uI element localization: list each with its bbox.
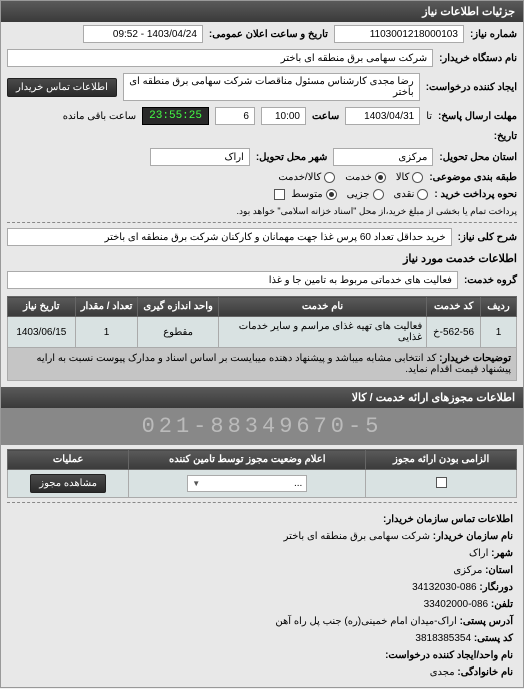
datetime-label: تاریخ و ساعت اعلان عمومی:: [209, 29, 328, 40]
time-m-field: 6: [215, 107, 255, 125]
th-qty: تعداد / مقدار: [75, 297, 138, 317]
buyer-info-block: اطلاعات تماس سازمان خریدار: نام سازمان خ…: [1, 505, 523, 687]
category-label: طبقه بندی موضوعی:: [429, 172, 517, 183]
service-group-field: فعالیت های خدماتی مربوط به تامین جا و غذ…: [7, 271, 458, 289]
permit-row: ... ▼ مشاهده مجوز: [8, 470, 517, 498]
note-row: توضیحات خریدار: کد انتخابی مشابه میباشد …: [8, 348, 517, 381]
td-date: 1403/06/15: [8, 317, 76, 348]
view-permit-button[interactable]: مشاهده مجوز: [30, 474, 106, 493]
payment-label: نحوه پرداخت خرید :: [434, 189, 517, 200]
radio-kalakhadamat[interactable]: [324, 172, 335, 183]
mandatory-checkbox[interactable]: [436, 477, 447, 488]
radio-naghdi-label: نقدی: [394, 189, 415, 200]
org-label: نام سازمان خریدار:: [433, 531, 513, 542]
service-group-title: اطلاعات خدمت مورد نیاز: [403, 252, 517, 265]
postal-label: آدرس پستی:: [460, 616, 513, 627]
radio-jozei-label: جزیی: [347, 189, 370, 200]
history-label: تاریخ:: [494, 131, 517, 142]
radio-motavaset[interactable]: [326, 189, 337, 200]
chevron-down-icon: ▼: [192, 479, 200, 488]
treasury-checkbox[interactable]: [274, 189, 285, 200]
radio-naghdi[interactable]: [417, 189, 428, 200]
item-title-label: شرح کلی نیاز:: [458, 232, 517, 243]
creator-field: رضا مجدی کارشناس مسئول مناقصات شرکت سهام…: [123, 73, 420, 101]
remaining-text: ساعت باقی مانده: [63, 111, 136, 122]
permits-table: الزامی بودن ارائه مجوز اعلام وضعیت مجوز …: [7, 449, 517, 498]
status-select[interactable]: ... ▼: [187, 475, 307, 492]
number-field: 1103001218000103: [334, 25, 464, 43]
th-code: کد خدمت: [427, 297, 481, 317]
th-ops: عملیات: [8, 450, 129, 470]
province-label: استان محل تحویل:: [439, 152, 517, 163]
city-field: اراک: [150, 148, 250, 166]
fax-label: دورنگار:: [479, 582, 513, 593]
item-title-field: خرید حداقل تعداد 60 پرس غذا جهت مهمانان …: [7, 228, 452, 246]
th-name: نام خدمت: [218, 297, 426, 317]
number-label: شماره نیاز:: [470, 29, 517, 40]
status-select-value: ...: [294, 478, 302, 489]
radio-motavaset-label: متوسط: [291, 189, 322, 200]
province-field: مرکزی: [333, 148, 433, 166]
radio-khadamat-label: خدمت: [345, 172, 372, 183]
city-label: شهر محل تحویل:: [256, 152, 328, 163]
org-value: شرکت سهامی برق منطقه ای باختر: [284, 531, 430, 542]
buyer-field: شرکت سهامی برق منطقه ای باختر: [7, 49, 433, 67]
contact-buyer-button[interactable]: اطلاعات تماس خریدار: [7, 78, 117, 97]
note-label: توضیحات خریدار:: [439, 353, 511, 364]
radio-kala[interactable]: [412, 172, 423, 183]
radio-kala-label: کالا: [396, 172, 410, 183]
creator-label: ایجاد کننده درخواست:: [426, 82, 517, 93]
radio-jozei[interactable]: [373, 189, 384, 200]
td-row: 1: [481, 317, 517, 348]
datetime-field: 1403/04/24 - 09:52: [83, 25, 203, 43]
creator2-name-label: نام خانوادگی:: [457, 667, 513, 678]
phone-banner: 021-88349670-5: [1, 408, 523, 445]
permits-title: اطلاعات مجوزهای ارائه خدمت / کالا: [1, 387, 523, 408]
fax-value: 086-34132030: [412, 582, 477, 593]
until-text: تا: [426, 111, 432, 122]
tel-value: 086-33402000: [424, 599, 489, 610]
th-row: ردیف: [481, 297, 517, 317]
creator2-name-value: مجدی: [430, 667, 455, 678]
radio-kalakhadamat-label: کالا/خدمت: [278, 172, 321, 183]
service-table: ردیف کد خدمت نام خدمت واحد اندازه گیری ت…: [7, 296, 517, 381]
panel-title: جزئیات اطلاعات نیاز: [1, 1, 523, 22]
td-unit: مقطوع: [138, 317, 218, 348]
deadline-label: مهلت ارسال پاسخ:: [438, 111, 517, 122]
th-date: تاریخ نیاز: [8, 297, 76, 317]
payment-note: پرداخت تمام یا بخشی از مبلغ خرید،از محل …: [237, 206, 517, 217]
tel-label: تلفن:: [491, 599, 513, 610]
info-city-label: شهر:: [491, 548, 513, 559]
buyer-label: نام دستگاه خریدار:: [439, 53, 517, 64]
service-group-label: گروه خدمت:: [464, 275, 517, 286]
th-unit: واحد اندازه گیری: [138, 297, 218, 317]
info-province-label: استان:: [485, 565, 513, 576]
radio-khadamat[interactable]: [375, 172, 386, 183]
category-radio-group: کالا خدمت کالا/خدمت: [278, 172, 423, 183]
postcode-value: 3818385354: [415, 633, 471, 644]
payment-radio-group: نقدی جزیی متوسط: [291, 189, 428, 200]
creator2-label: نام واحد/ایجاد کننده درخواست:: [385, 650, 513, 661]
buyer-info-title: اطلاعات تماس سازمان خریدار:: [383, 514, 513, 525]
deadline-date-field: 1403/04/31: [345, 107, 420, 125]
countdown: 23:55:25: [142, 107, 209, 125]
td-name: فعالیت های تهیه غذای مراسم و سایر خدمات …: [218, 317, 426, 348]
info-city-value: اراک: [469, 548, 488, 559]
postcode-label: کد پستی:: [474, 633, 513, 644]
th-status: اعلام وضعیت مجوز توسط تامین کننده: [129, 450, 366, 470]
td-qty: 1: [75, 317, 138, 348]
table-row: 1 562-56-خ فعالیت های تهیه غذای مراسم و …: [8, 317, 517, 348]
postal-value: اراک-میدان امام خمینی(ره) جنب پل راه آهن: [275, 616, 456, 627]
td-code: 562-56-خ: [427, 317, 481, 348]
info-province-value: مرکزی: [453, 565, 482, 576]
time-label: ساعت: [312, 111, 339, 122]
time-h-field: 10:00: [261, 107, 306, 125]
th-mandatory: الزامی بودن ارائه مجوز: [366, 450, 517, 470]
